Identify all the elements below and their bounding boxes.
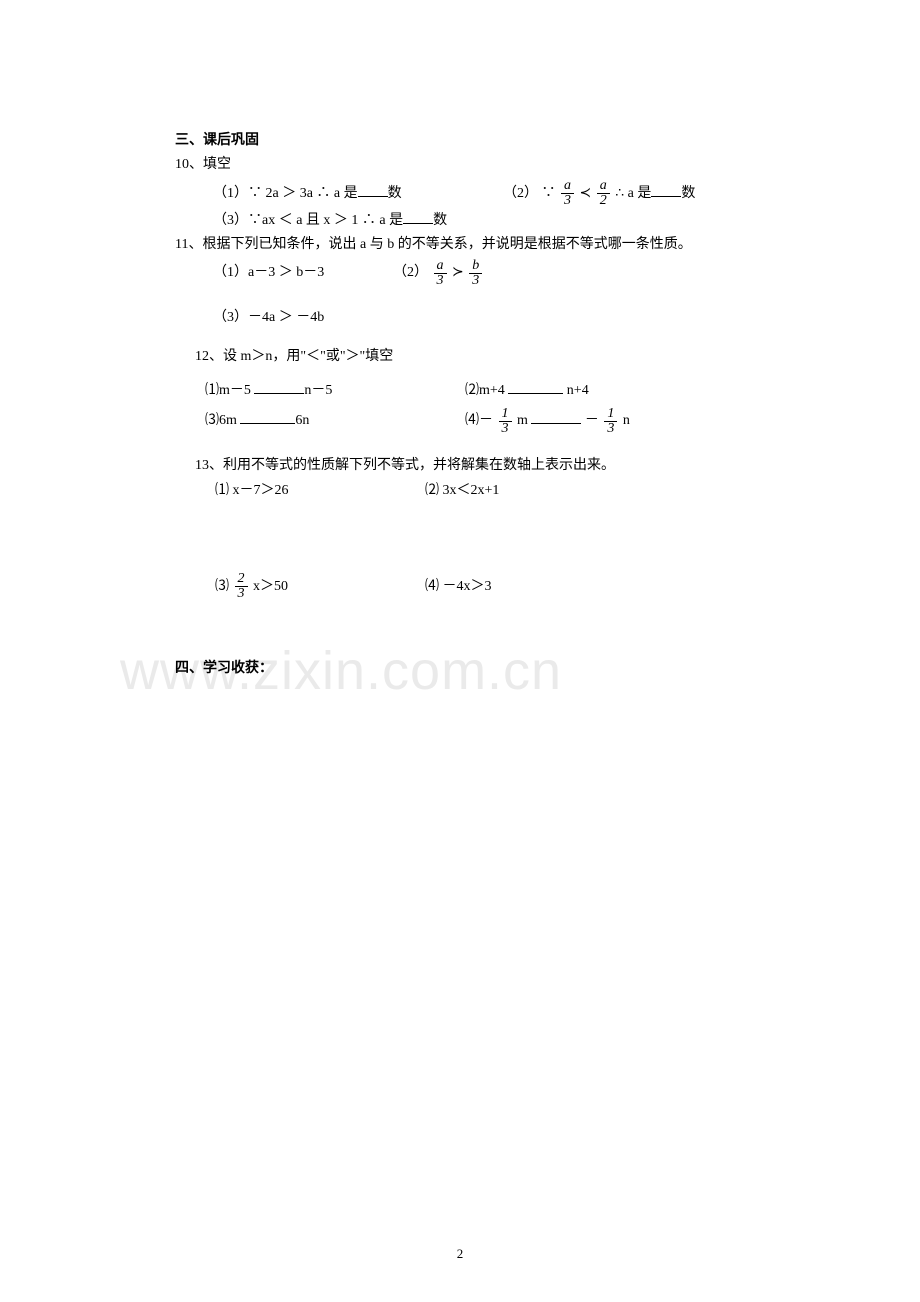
q12-p1-l: ⑴m－5 — [205, 383, 254, 398]
q12-p3-r: 6n — [295, 413, 309, 428]
q11-p2-pre: （2） — [393, 265, 432, 280]
q10-p2-mid: ∴ a 是 — [615, 186, 651, 201]
q10-frac1: a3 — [561, 179, 574, 208]
q10-p1-suf: 数 — [388, 186, 402, 201]
q12-p1-r: n－5 — [304, 383, 332, 398]
q13-row1: ⑴ x－7＞26 ⑵ 3x＜2x+1 — [175, 480, 745, 502]
q12-p4-blank — [531, 410, 581, 424]
q10-p1-pre: （1）∵ 2a ＞ 3a ∴ a 是 — [213, 186, 358, 201]
section-3-title: 三、课后巩固 — [175, 130, 745, 152]
q12-p4-l: ⑷－ — [465, 413, 493, 428]
q13-p3-suf: x＞50 — [253, 579, 288, 594]
q10-frac2: a2 — [597, 179, 610, 208]
q12-row2: ⑶6m 6n ⑷－ 13 m － 13 n — [175, 406, 745, 437]
q12-frac-b: 13 — [604, 407, 617, 436]
q12-p1-blank — [254, 380, 304, 394]
q11-head: 11、根据下列已知条件，说出 a 与 b 的不等关系，并说明是根据不等式哪一条性… — [175, 234, 745, 256]
q13-frac: 23 — [235, 572, 248, 601]
q11-p1: （1）a－3 ＞ b－3 — [213, 265, 324, 280]
q11-row1: （1）a－3 ＞ b－3 （2） a3 ≻ b3 — [175, 258, 745, 289]
q10-p2-blank — [651, 183, 681, 197]
page-content: 三、课后巩固 10、填空 （1）∵ 2a ＞ 3a ∴ a 是数 （2） ∵ a… — [0, 0, 920, 680]
q10-row1: （1）∵ 2a ＞ 3a ∴ a 是 数 （2） ∵ a3 ≺ a2 ∴ a 是 数 — [175, 179, 745, 210]
q10-p3-blank — [403, 210, 433, 224]
section-4-title: 四、学习收获： — [175, 658, 745, 680]
q13-p3-pre: ⑶ — [215, 579, 233, 594]
q10-head: 10、填空 — [175, 154, 745, 176]
q10-p1-blank — [358, 183, 388, 197]
q13-p4: ⑷ －4x＞3 — [425, 579, 492, 594]
q12-p3-l: ⑶6m — [205, 413, 240, 428]
q13-p2: ⑵ 3x＜2x+1 — [425, 483, 499, 498]
q12-p2-blank — [508, 380, 563, 394]
q10-row2: （3）∵ax ＜ a 且 x ＞ 1 ∴ a 是 数 — [175, 210, 745, 232]
q10-p3-suf: 数 — [433, 213, 447, 228]
q10-p2-suf: 数 — [681, 186, 695, 201]
q12-p3-blank — [240, 410, 295, 424]
q12-p2-r: n+4 — [563, 383, 588, 398]
q11-frac-op: ≻ — [452, 265, 464, 280]
q12-head: 12、设 m＞n，用"＜"或"＞"填空 — [175, 346, 745, 368]
q13-head: 13、利用不等式的性质解下列不等式，并将解集在数轴上表示出来。 — [175, 455, 745, 477]
q13-p1: ⑴ x－7＞26 — [215, 483, 289, 498]
q12-frac-a: 13 — [499, 407, 512, 436]
q12-p2-l: ⑵m+4 — [465, 383, 508, 398]
q13-row2: ⑶ 23 x＞50 ⑷ －4x＞3 — [175, 572, 745, 603]
q11-frac2: b3 — [469, 259, 482, 288]
q12-row1: ⑴m－5 n－5 ⑵m+4 n+4 — [175, 380, 745, 402]
q12-neg: － — [585, 413, 599, 428]
q12-p4-r2: n — [623, 413, 630, 428]
page-number: 2 — [0, 1246, 920, 1262]
q10-p3-pre: （3）∵ax ＜ a 且 x ＞ 1 ∴ a 是 — [213, 213, 403, 228]
q11-p3: （3）－4a ＞ －4b — [175, 307, 745, 329]
q11-frac1: a3 — [434, 259, 447, 288]
q10-p2-pre: （2） ∵ — [503, 186, 559, 201]
q10-frac-op: ≺ — [580, 186, 592, 201]
q12-p4-mid: m — [517, 413, 531, 428]
